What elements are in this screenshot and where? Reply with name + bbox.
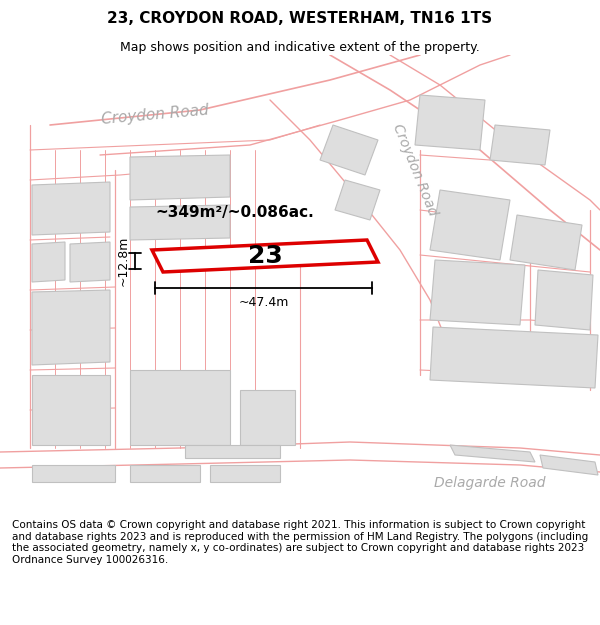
Text: ~12.8m: ~12.8m: [117, 236, 130, 286]
Text: Contains OS data © Crown copyright and database right 2021. This information is : Contains OS data © Crown copyright and d…: [12, 520, 588, 565]
Polygon shape: [152, 240, 378, 272]
Polygon shape: [130, 370, 230, 445]
Polygon shape: [32, 290, 110, 365]
Text: Croydon Road: Croydon Road: [390, 122, 440, 218]
Polygon shape: [450, 445, 535, 462]
Text: 23, CROYDON ROAD, WESTERHAM, TN16 1TS: 23, CROYDON ROAD, WESTERHAM, TN16 1TS: [107, 11, 493, 26]
Polygon shape: [430, 260, 525, 325]
Text: ~349m²/~0.086ac.: ~349m²/~0.086ac.: [155, 205, 314, 220]
Polygon shape: [0, 440, 600, 520]
Polygon shape: [185, 445, 280, 458]
Polygon shape: [32, 242, 65, 282]
Polygon shape: [535, 270, 593, 330]
Text: Croydon Road: Croydon Road: [101, 103, 209, 127]
Text: ~47.4m: ~47.4m: [238, 296, 289, 309]
Polygon shape: [130, 155, 230, 200]
Polygon shape: [540, 455, 598, 475]
Polygon shape: [210, 465, 280, 482]
Polygon shape: [32, 465, 115, 482]
Polygon shape: [320, 125, 378, 175]
Polygon shape: [430, 190, 510, 260]
Polygon shape: [70, 242, 110, 282]
Polygon shape: [335, 180, 380, 220]
Text: 23: 23: [248, 244, 283, 268]
Text: Map shows position and indicative extent of the property.: Map shows position and indicative extent…: [120, 41, 480, 54]
Polygon shape: [510, 215, 582, 270]
Polygon shape: [280, 55, 600, 270]
Polygon shape: [50, 55, 420, 160]
Polygon shape: [130, 465, 200, 482]
Polygon shape: [490, 125, 550, 165]
Polygon shape: [240, 390, 295, 445]
Polygon shape: [32, 182, 110, 235]
Text: Delagarde Road: Delagarde Road: [434, 476, 546, 490]
Polygon shape: [130, 205, 230, 240]
Polygon shape: [32, 375, 110, 445]
Polygon shape: [415, 95, 485, 150]
Polygon shape: [430, 327, 598, 388]
